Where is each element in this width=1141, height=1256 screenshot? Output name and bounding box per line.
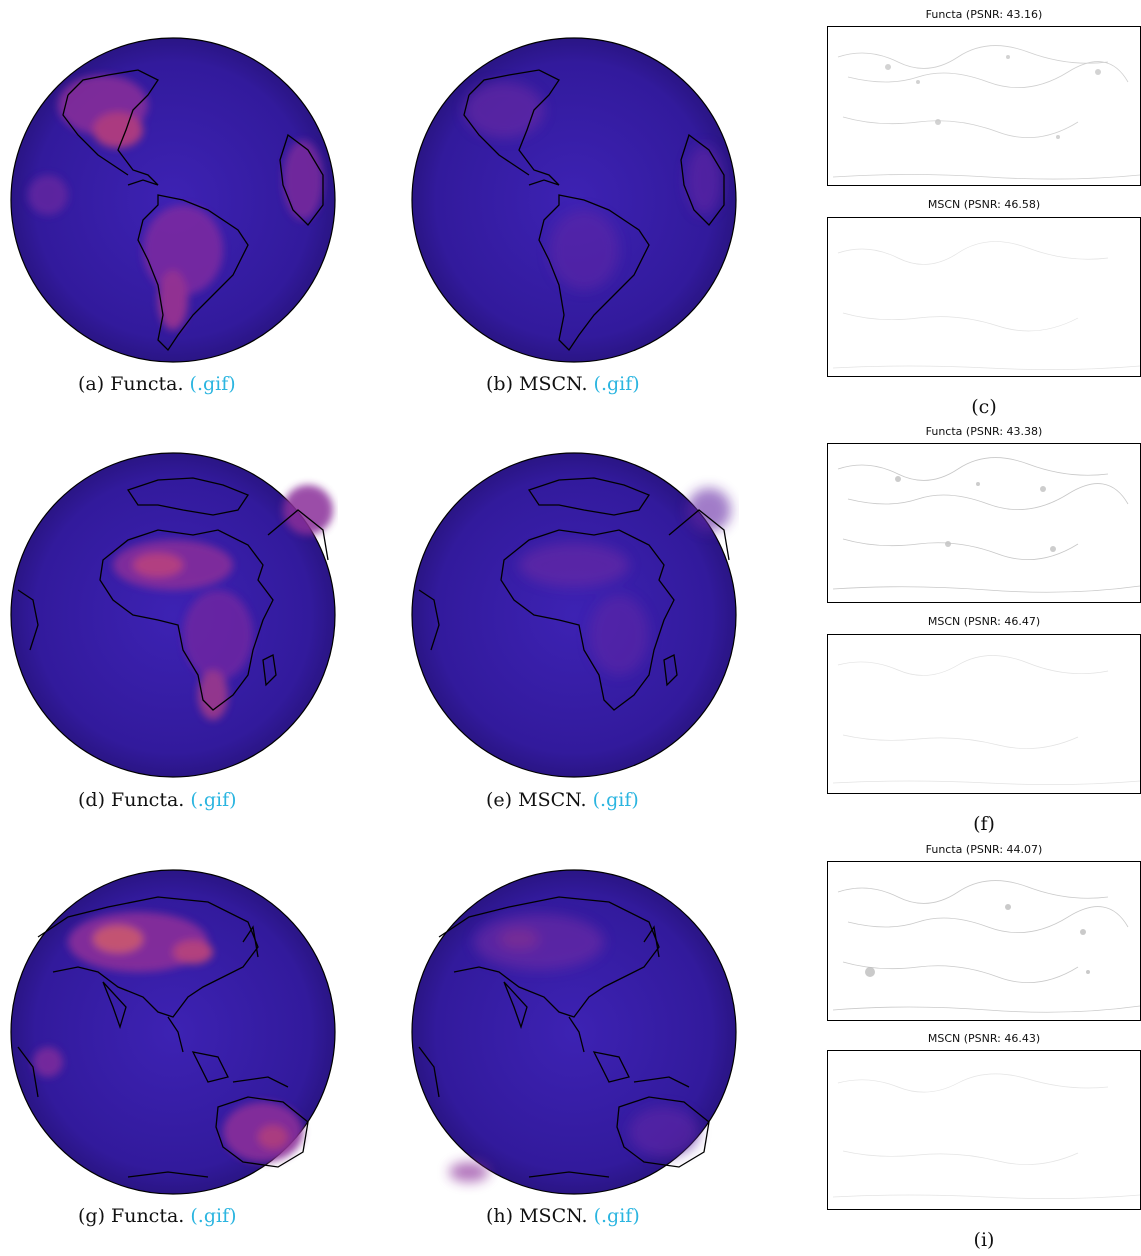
- error-map-title-mscn-i: MSCN (PSNR: 46.43): [927, 1032, 1041, 1045]
- globe-functa-africa: [8, 450, 338, 780]
- error-map-functa-c: [827, 26, 1141, 186]
- gif-link-d[interactable]: (.gif): [190, 789, 237, 811]
- error-map-mscn-i: [827, 1050, 1141, 1210]
- error-map-title-functa-f: Functa (PSNR: 43.38): [925, 425, 1043, 438]
- gif-link-a[interactable]: (.gif): [189, 373, 236, 395]
- error-map-functa-i: [827, 861, 1141, 1021]
- caption-a: (a) Functa. (.gif): [78, 373, 236, 395]
- globe-functa-americas: [8, 35, 338, 365]
- error-map-title-functa-i: Functa (PSNR: 44.07): [925, 843, 1043, 856]
- caption-e: (e) MSCN. (.gif): [486, 789, 639, 811]
- error-map-title-functa-c: Functa (PSNR: 43.16): [925, 8, 1043, 21]
- error-map-title-mscn-c: MSCN (PSNR: 46.58): [927, 198, 1041, 211]
- gif-link-e[interactable]: (.gif): [592, 789, 639, 811]
- globe-mscn-americas: [409, 35, 739, 365]
- error-map-title-mscn-f: MSCN (PSNR: 46.47): [927, 615, 1041, 628]
- caption-f: (f): [973, 813, 995, 835]
- error-map-mscn-f: [827, 634, 1141, 794]
- globe-mscn-asia: [409, 867, 739, 1197]
- caption-i: (i): [973, 1229, 995, 1251]
- globe-functa-asia: [8, 867, 338, 1197]
- error-map-mscn-c: [827, 217, 1141, 377]
- caption-c: (c): [971, 396, 997, 418]
- error-map-functa-f: [827, 443, 1141, 603]
- gif-link-g[interactable]: (.gif): [190, 1205, 237, 1227]
- globe-mscn-africa: [409, 450, 739, 780]
- caption-d: (d) Functa. (.gif): [78, 789, 237, 811]
- caption-g: (g) Functa. (.gif): [78, 1205, 237, 1227]
- gif-link-h[interactable]: (.gif): [593, 1205, 640, 1227]
- gif-link-b[interactable]: (.gif): [593, 373, 640, 395]
- caption-b: (b) MSCN. (.gif): [486, 373, 640, 395]
- caption-h: (h) MSCN. (.gif): [486, 1205, 640, 1227]
